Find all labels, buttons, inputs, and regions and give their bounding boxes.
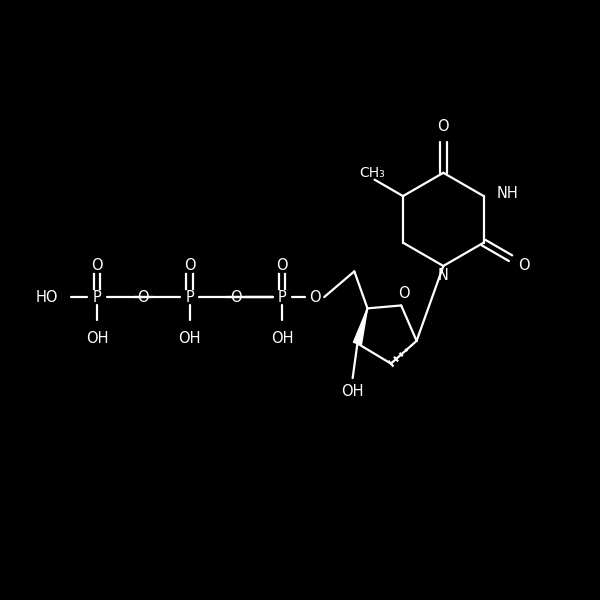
Polygon shape bbox=[353, 308, 367, 344]
Text: P: P bbox=[185, 290, 194, 305]
Text: O: O bbox=[91, 259, 103, 274]
Text: O: O bbox=[309, 290, 320, 305]
Text: OH: OH bbox=[341, 384, 364, 399]
Text: P: P bbox=[278, 290, 286, 305]
Text: O: O bbox=[518, 258, 529, 273]
Text: CH₃: CH₃ bbox=[359, 166, 385, 180]
Text: NH: NH bbox=[497, 186, 518, 201]
Text: HO: HO bbox=[35, 290, 58, 305]
Text: O: O bbox=[276, 259, 288, 274]
Text: O: O bbox=[230, 290, 242, 305]
Text: O: O bbox=[184, 259, 196, 274]
Text: OH: OH bbox=[178, 331, 201, 346]
Text: O: O bbox=[137, 290, 149, 305]
Text: N: N bbox=[438, 268, 449, 283]
Text: OH: OH bbox=[271, 331, 293, 346]
Text: O: O bbox=[398, 286, 410, 301]
Text: O: O bbox=[437, 119, 449, 134]
Text: P: P bbox=[92, 290, 101, 305]
Text: OH: OH bbox=[86, 331, 108, 346]
